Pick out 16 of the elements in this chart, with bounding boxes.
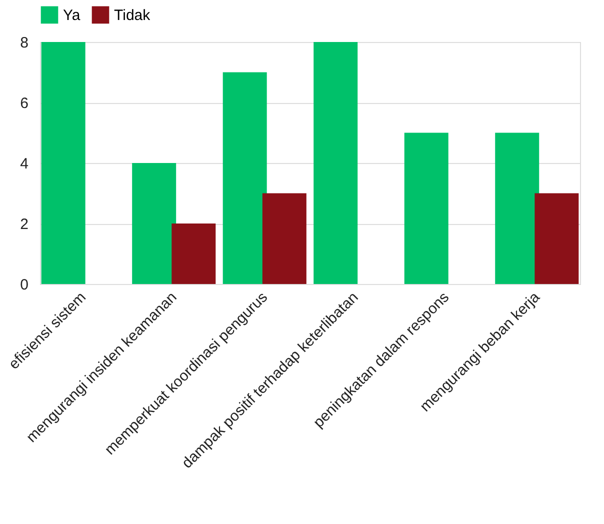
bar — [222, 72, 267, 284]
bar — [41, 42, 86, 284]
bar — [132, 163, 176, 284]
bar — [495, 132, 540, 284]
y-tick-label: 8 — [20, 34, 28, 52]
bar — [534, 193, 579, 284]
bar — [404, 132, 448, 284]
y-tick-label: 2 — [20, 216, 28, 233]
y-tick-label: 0 — [20, 276, 28, 294]
bar — [172, 224, 216, 284]
legend-label: Ya — [63, 6, 81, 24]
y-tick-label: 6 — [20, 95, 28, 112]
bar — [314, 42, 358, 284]
bar — [262, 193, 306, 284]
y-tick-label: 4 — [20, 156, 28, 172]
legend-label: Tidak — [114, 6, 151, 24]
